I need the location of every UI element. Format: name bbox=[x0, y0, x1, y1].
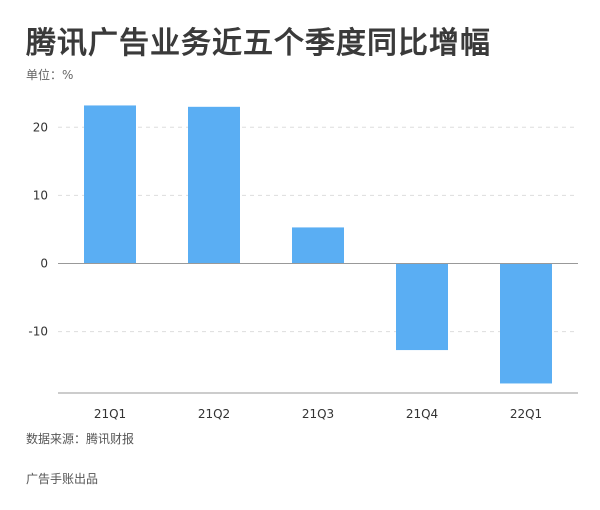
data-source: 数据来源：腾讯财报 bbox=[26, 432, 135, 446]
y-tick-label: 10 bbox=[33, 188, 48, 202]
bar-21q4 bbox=[396, 263, 448, 351]
chart-title: 腾讯广告业务近五个季度同比增幅 bbox=[26, 26, 491, 61]
bars bbox=[84, 105, 552, 384]
x-tick-label: 21Q1 bbox=[94, 407, 126, 421]
y-tick-label: 20 bbox=[33, 120, 48, 134]
x-tick-label: 21Q3 bbox=[302, 407, 334, 421]
bar-21q2 bbox=[188, 106, 240, 264]
unit-label: 单位：% bbox=[26, 68, 74, 82]
x-tick-label: 21Q4 bbox=[406, 407, 438, 421]
bar-21q3 bbox=[292, 227, 344, 264]
y-tick-label: -10 bbox=[28, 325, 48, 339]
credit-line: 广告手账出品 bbox=[26, 472, 99, 486]
x-tick-label: 21Q2 bbox=[198, 407, 230, 421]
tick-labels: -10 0 10 20 21Q1 21Q2 21Q3 21Q4 22Q1 bbox=[28, 120, 542, 421]
grid-lines bbox=[58, 126, 578, 333]
x-tick-label: 22Q1 bbox=[510, 407, 542, 421]
bar-21q1 bbox=[84, 105, 136, 264]
axes bbox=[58, 263, 578, 394]
y-tick-label: 0 bbox=[40, 257, 48, 271]
bar-22q1 bbox=[500, 263, 552, 384]
